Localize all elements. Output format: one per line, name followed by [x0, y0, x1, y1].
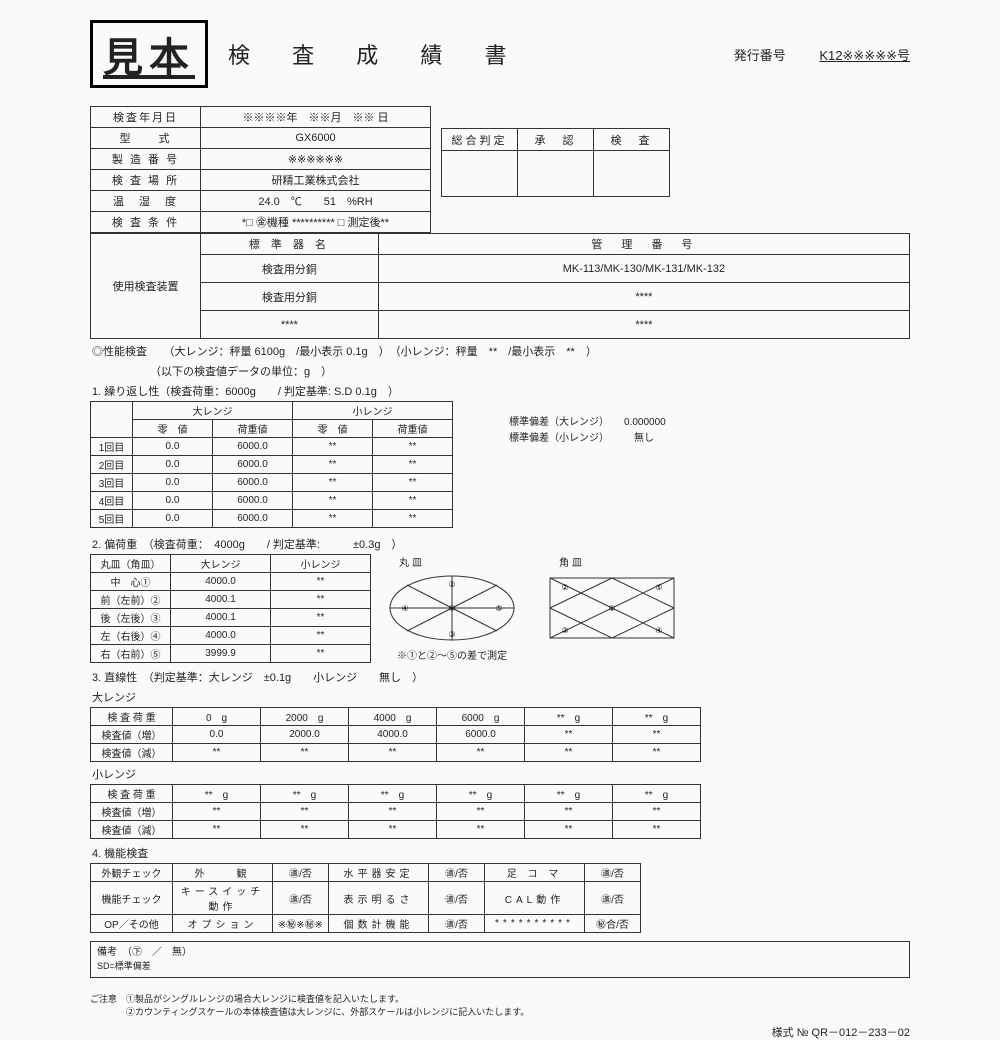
svg-text:①: ① — [448, 604, 455, 613]
equipment-block: 使用検査装置 標 準 器 名管 理 番 号 検査用分銅MK-113/MK-130… — [90, 233, 910, 339]
document-header: 見本 検 査 成 績 書 発行番号 K12※※※※※号 — [90, 20, 910, 88]
notices: ご注意 ①製品がシングルレンジの場合大レンジに検査値を記入いたします。 ②カウン… — [90, 992, 910, 1018]
sec4-title: 4. 機能検査 — [92, 845, 910, 861]
linearity-large-table: 検 査 荷 重0 g2000 g4000 g6000 g** g** g検査値（… — [90, 707, 701, 762]
eccen-note: ※①と②～⑤の差で測定 — [397, 647, 677, 662]
repeatability-table: 大レンジ小レンジ 零 値荷重値零 値荷重値 1回目0.06000.0****2回… — [90, 401, 453, 528]
header-info-table: 検査年月日※※※※年 ※※月 ※※ 日型 式GX6000製 造 番 号※※※※※… — [90, 106, 431, 233]
function-check-table: 外観チェック外 観㊜/否水平器安定㊜/否足 コ マ㊜/否機能チェックキースイッチ… — [90, 863, 641, 933]
judgement-table: 総合判定承 認検 査 — [441, 128, 670, 197]
equipment-label: 使用検査装置 — [90, 233, 200, 339]
svg-text:③: ③ — [561, 626, 568, 635]
issue-no: 発行番号 K12※※※※※号 — [734, 45, 910, 64]
doc-title: 検 査 成 績 書 — [228, 38, 714, 70]
linearity-small-table: 検 査 荷 重** g** g** g** g** g** g検査値（増）***… — [90, 784, 701, 839]
svg-text:⑤: ⑤ — [655, 583, 662, 592]
svg-text:③: ③ — [448, 630, 455, 639]
round-pan-icon: ① ② ③ ④ ⑤ — [387, 573, 517, 643]
sample-stamp: 見本 — [90, 20, 208, 88]
svg-text:⑤: ⑤ — [495, 604, 502, 613]
linearity-large-label: 大レンジ — [92, 689, 910, 705]
sec2-title: 2. 偏荷重 （検査荷重： 4000g / 判定基準: ±0.3g ） — [92, 536, 910, 552]
perf-header: ◎性能検査 （大レンジ：秤量 6100g /最小表示 0.1g ） （小レンジ：… — [92, 343, 910, 359]
square-pan-icon: ① ② ③ ④ ⑤ — [547, 573, 677, 643]
form-number: 様式 № QR－012－233－02 — [90, 1024, 910, 1040]
sec3-title: 3. 直線性 （判定基準：大レンジ ±0.1g 小レンジ 無し ） — [92, 669, 910, 685]
svg-text:④: ④ — [401, 604, 408, 613]
svg-text:④: ④ — [655, 626, 662, 635]
unit-line: （以下の検査値データの単位：g ） — [150, 363, 910, 379]
svg-text:②: ② — [561, 583, 568, 592]
linearity-small-label: 小レンジ — [92, 766, 910, 782]
pan-diagrams: 丸皿 ① ② ③ ④ ⑤ 角皿 — [387, 554, 677, 663]
remarks-box: 備考 （㊦ ／ 無） SD=標準偏差 — [90, 941, 910, 978]
eccentricity-table: 丸皿（角皿）大レンジ小レンジ 中 心①4000.0**前（左前）②4000.1*… — [90, 554, 371, 663]
sec1-title: 1. 繰り返し性（検査荷重：6000g / 判定基準: S.D 0.1g ） — [92, 383, 910, 399]
svg-text:①: ① — [608, 604, 615, 613]
sd-values: 標準偏差（大レンジ） 0.000000 標準偏差（小レンジ） 無し — [509, 415, 666, 528]
svg-text:②: ② — [448, 580, 455, 589]
